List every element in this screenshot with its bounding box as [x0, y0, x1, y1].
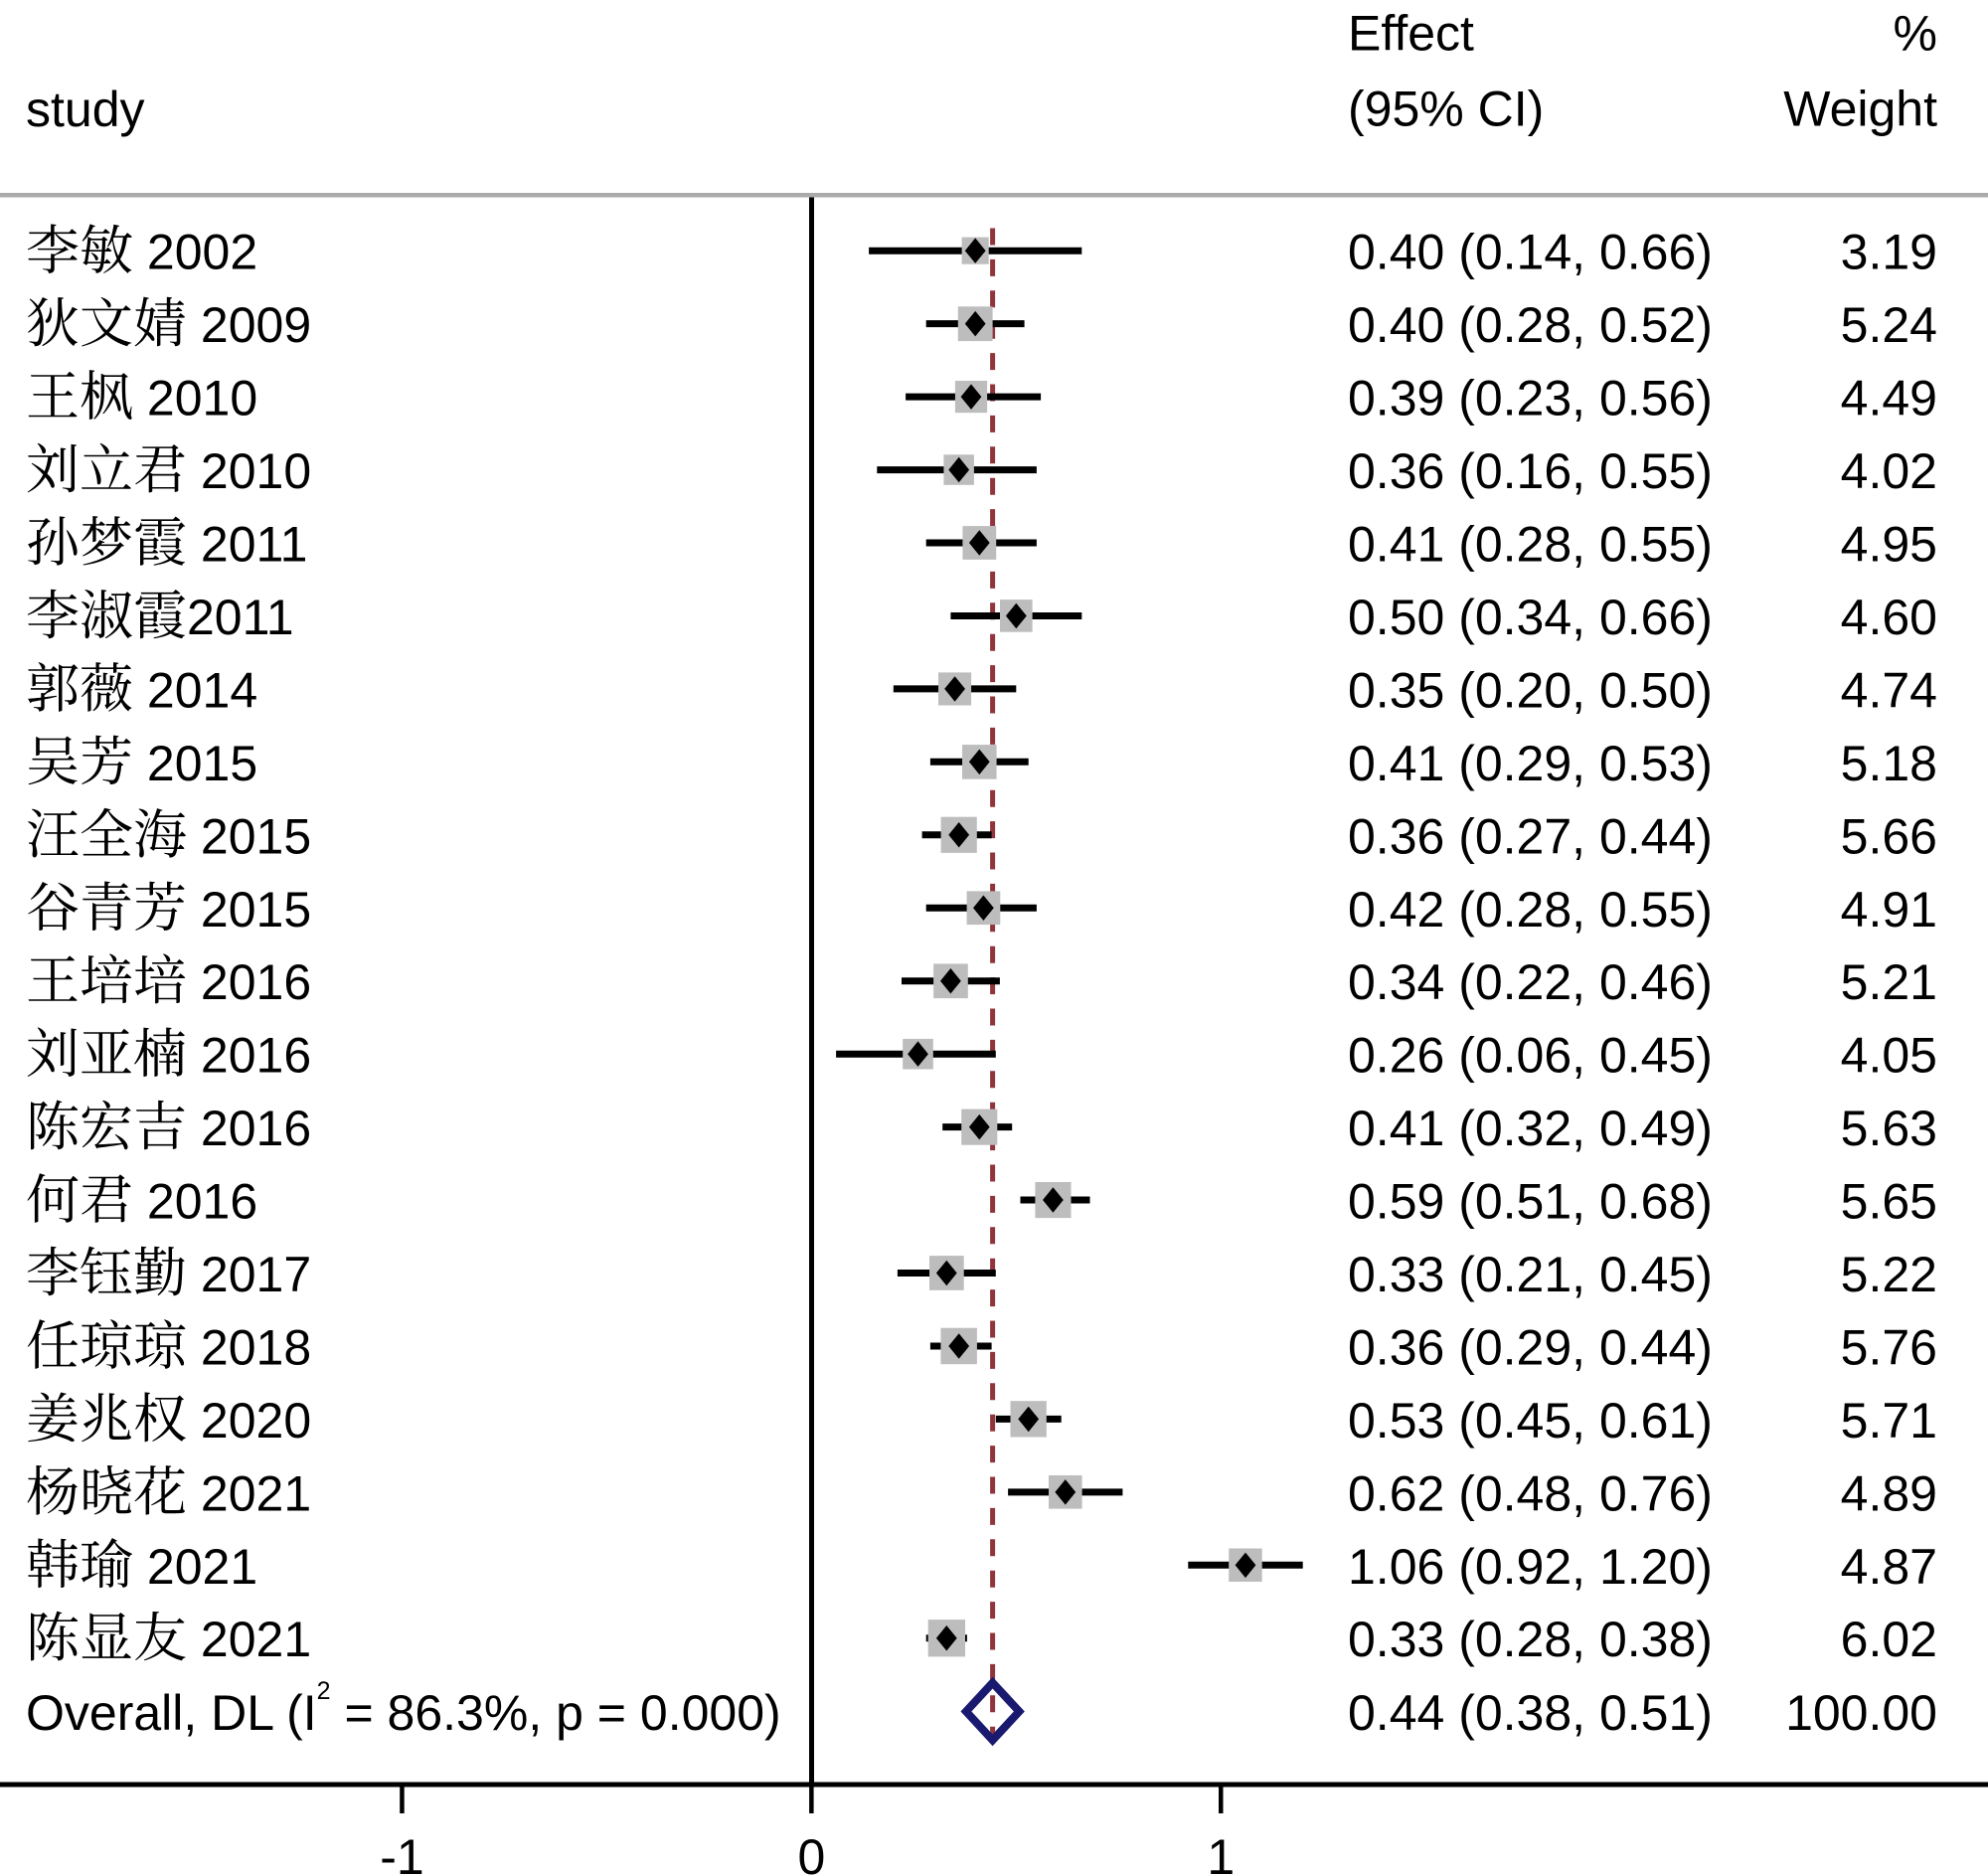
svg-text:100.00: 100.00 [1785, 1685, 1937, 1741]
svg-text:0.44 (0.38, 0.51): 0.44 (0.38, 0.51) [1348, 1685, 1713, 1741]
svg-text:2015: 2015 [147, 736, 257, 791]
svg-text:-1: -1 [380, 1829, 423, 1876]
svg-text:0.36 (0.16, 0.55): 0.36 (0.16, 0.55) [1348, 443, 1713, 499]
svg-text:0.40 (0.14, 0.66): 0.40 (0.14, 0.66) [1348, 225, 1713, 280]
svg-text:2009: 2009 [201, 297, 311, 353]
svg-text:2021: 2021 [201, 1612, 311, 1667]
svg-text:6.02: 6.02 [1841, 1612, 1937, 1667]
svg-text:(95% CI): (95% CI) [1348, 82, 1544, 137]
svg-text:0.50 (0.34, 0.66): 0.50 (0.34, 0.66) [1348, 590, 1713, 645]
svg-text:5.63: 5.63 [1841, 1101, 1937, 1156]
svg-text:2015: 2015 [201, 882, 311, 938]
svg-text:2016: 2016 [201, 1101, 311, 1156]
svg-text:0.40 (0.28, 0.52): 0.40 (0.28, 0.52) [1348, 297, 1713, 353]
svg-text:4.74: 4.74 [1841, 662, 1937, 718]
svg-text:4.02: 4.02 [1841, 443, 1937, 499]
svg-text:0.41 (0.32, 0.49): 0.41 (0.32, 0.49) [1348, 1101, 1713, 1156]
svg-text:4.60: 4.60 [1841, 590, 1937, 645]
svg-text:0.62 (0.48, 0.76): 0.62 (0.48, 0.76) [1348, 1465, 1713, 1521]
svg-text:0.39 (0.23, 0.56): 0.39 (0.23, 0.56) [1348, 371, 1713, 426]
svg-text:2011: 2011 [187, 590, 294, 645]
svg-text:4.49: 4.49 [1841, 371, 1937, 426]
svg-text:0.41 (0.28, 0.55): 0.41 (0.28, 0.55) [1348, 517, 1713, 573]
svg-text:5.76: 5.76 [1841, 1320, 1937, 1376]
svg-text:5.71: 5.71 [1841, 1393, 1937, 1449]
svg-text:4.87: 4.87 [1841, 1539, 1937, 1595]
svg-text:5.22: 5.22 [1841, 1247, 1937, 1302]
svg-text:0.33 (0.21, 0.45): 0.33 (0.21, 0.45) [1348, 1247, 1713, 1302]
svg-text:2015: 2015 [201, 808, 311, 864]
svg-text:2016: 2016 [147, 1174, 257, 1230]
svg-text:2010: 2010 [201, 443, 311, 499]
svg-text:Overall, DL (I2 = 86.3%, p = 0: Overall, DL (I2 = 86.3%, p = 0.000) [26, 1677, 781, 1741]
svg-text:2020: 2020 [201, 1393, 311, 1449]
svg-text:2021: 2021 [147, 1539, 257, 1595]
svg-text:2002: 2002 [147, 225, 257, 280]
svg-text:2018: 2018 [201, 1320, 311, 1376]
svg-text:0.26 (0.06, 0.45): 0.26 (0.06, 0.45) [1348, 1028, 1713, 1084]
svg-text:2021: 2021 [201, 1465, 311, 1521]
svg-text:5.24: 5.24 [1841, 297, 1937, 353]
svg-text:5.18: 5.18 [1841, 736, 1937, 791]
svg-text:2016: 2016 [201, 1028, 311, 1084]
svg-text:4.05: 4.05 [1841, 1028, 1937, 1084]
svg-text:study: study [26, 82, 145, 137]
svg-text:0.59 (0.51, 0.68): 0.59 (0.51, 0.68) [1348, 1174, 1713, 1230]
svg-text:Effect: Effect [1348, 6, 1474, 62]
svg-text:0.41 (0.29, 0.53): 0.41 (0.29, 0.53) [1348, 736, 1713, 791]
svg-text:5.21: 5.21 [1841, 954, 1937, 1010]
svg-text:2017: 2017 [201, 1247, 311, 1302]
svg-text:0.36 (0.27, 0.44): 0.36 (0.27, 0.44) [1348, 808, 1713, 864]
svg-text:1: 1 [1207, 1829, 1235, 1876]
svg-text:0.35 (0.20, 0.50): 0.35 (0.20, 0.50) [1348, 662, 1713, 718]
svg-text:4.91: 4.91 [1841, 882, 1937, 938]
svg-text:0.36 (0.29, 0.44): 0.36 (0.29, 0.44) [1348, 1320, 1713, 1376]
svg-text:2010: 2010 [147, 371, 257, 426]
svg-text:0: 0 [797, 1829, 825, 1876]
svg-text:0.33 (0.28, 0.38): 0.33 (0.28, 0.38) [1348, 1612, 1713, 1667]
svg-text:0.53 (0.45, 0.61): 0.53 (0.45, 0.61) [1348, 1393, 1713, 1449]
svg-text:2016: 2016 [201, 954, 311, 1010]
svg-text:%: % [1894, 6, 1937, 62]
svg-text:0.42 (0.28, 0.55): 0.42 (0.28, 0.55) [1348, 882, 1713, 938]
svg-text:1.06 (0.92, 1.20): 1.06 (0.92, 1.20) [1348, 1539, 1713, 1595]
svg-text:3.19: 3.19 [1841, 225, 1937, 280]
svg-text:4.89: 4.89 [1841, 1465, 1937, 1521]
svg-text:5.66: 5.66 [1841, 808, 1937, 864]
svg-text:Weight: Weight [1783, 82, 1937, 137]
svg-text:2014: 2014 [147, 662, 257, 718]
svg-text:0.34 (0.22, 0.46): 0.34 (0.22, 0.46) [1348, 954, 1713, 1010]
svg-text:2011: 2011 [201, 517, 308, 573]
svg-text:4.95: 4.95 [1841, 517, 1937, 573]
svg-text:5.65: 5.65 [1841, 1174, 1937, 1230]
